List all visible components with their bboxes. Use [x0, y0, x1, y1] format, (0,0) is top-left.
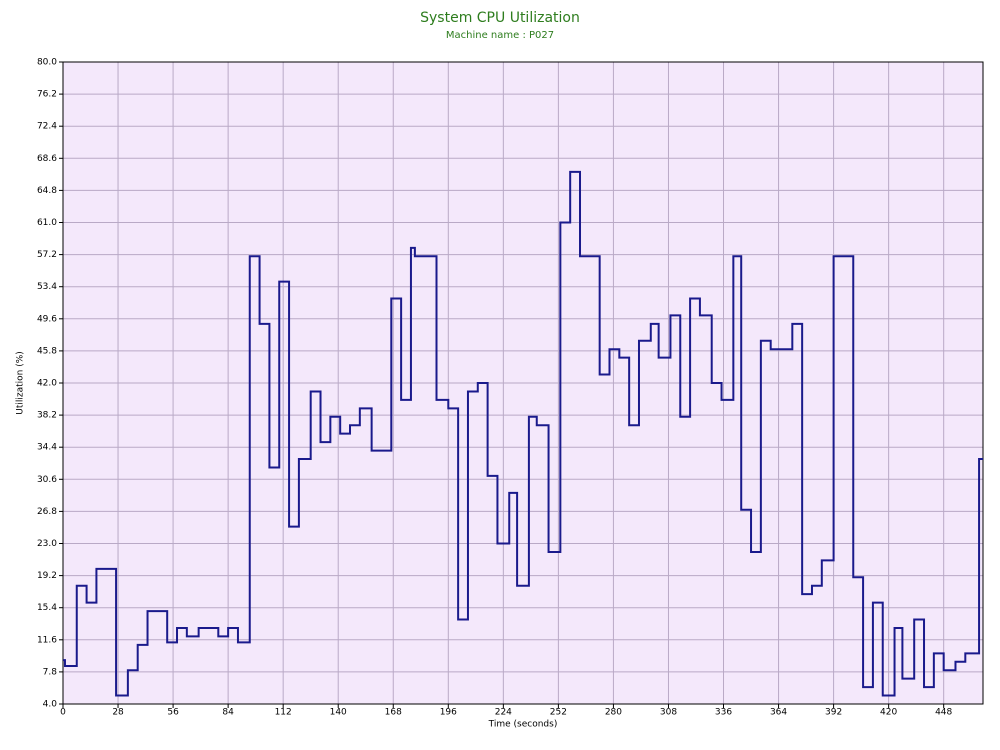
- y-tick-label: 49.6: [37, 314, 57, 324]
- y-tick-label: 68.6: [37, 154, 57, 164]
- y-tick-label: 61.0: [37, 218, 57, 228]
- x-tick-label: 28: [112, 708, 124, 718]
- x-tick-label: 196: [440, 708, 457, 718]
- chart-subtitle: Machine name : P027: [446, 30, 554, 41]
- y-tick-label: 11.6: [37, 635, 57, 645]
- y-tick-label: 42.0: [37, 379, 57, 389]
- y-tick-label: 34.4: [37, 443, 57, 453]
- y-tick-label: 45.8: [37, 346, 57, 356]
- y-tick-label: 7.8: [43, 667, 58, 677]
- data-line: [63, 170, 983, 697]
- x-tick-label: 336: [715, 708, 732, 718]
- plot-border: [62, 61, 984, 705]
- x-tick-label: 308: [660, 708, 677, 718]
- x-tick-label: 392: [825, 708, 842, 718]
- y-tick-label: 26.8: [37, 507, 57, 517]
- x-tick-label: 168: [385, 708, 402, 718]
- x-tick-label: 448: [935, 708, 952, 718]
- x-axis-label: Time (seconds): [488, 720, 558, 730]
- y-tick-label: 23.0: [37, 539, 57, 549]
- x-tick-label: 0: [60, 708, 66, 718]
- x-tick-label: 420: [880, 708, 897, 718]
- x-tick-label: 56: [167, 708, 179, 718]
- chart-title: System CPU Utilization: [420, 10, 580, 26]
- y-tick-label: 30.6: [37, 475, 57, 485]
- y-tick-label: 15.4: [37, 603, 57, 613]
- x-tick-label: 364: [770, 708, 787, 718]
- y-tick-label: 64.8: [37, 186, 57, 196]
- x-tick-label: 140: [330, 708, 347, 718]
- y-tick-label: 53.4: [37, 282, 57, 292]
- y-tick-label: 19.2: [37, 571, 57, 581]
- y-tick-label: 80.0: [37, 58, 57, 68]
- y-tick-label: 38.2: [37, 411, 57, 421]
- x-tick-label: 84: [222, 708, 234, 718]
- x-tick-label: 224: [495, 708, 512, 718]
- y-axis-label: Utilization (%): [16, 351, 26, 415]
- x-tick-label: 280: [605, 708, 622, 718]
- y-tick-label: 57.2: [37, 250, 57, 260]
- x-tick-label: 252: [550, 708, 567, 718]
- x-tick-label: 112: [275, 708, 292, 718]
- y-tick-label: 4.0: [43, 700, 58, 710]
- y-tick-label: 72.4: [37, 122, 57, 132]
- y-tick-label: 76.2: [37, 90, 57, 100]
